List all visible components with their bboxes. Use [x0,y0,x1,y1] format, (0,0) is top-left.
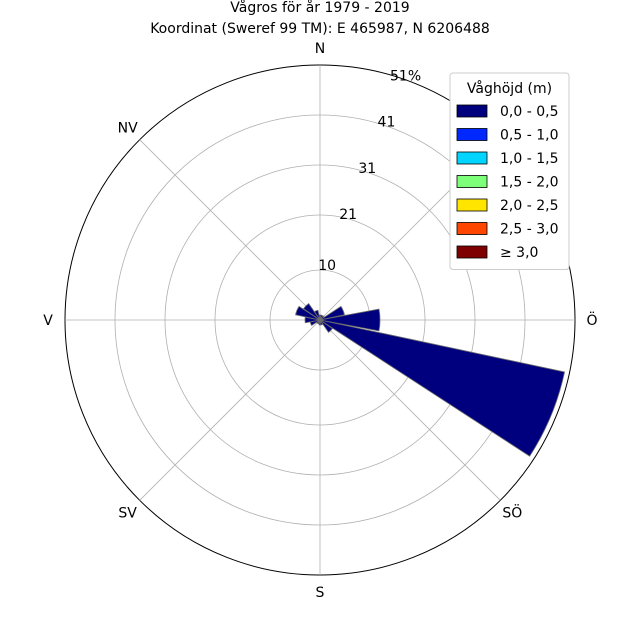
legend-entry: 0,5 - 1,0 [500,128,558,144]
ring-label: 21 [339,207,357,223]
ring-label: 41 [378,115,396,131]
rose-petal [302,302,321,321]
legend-swatch [456,151,488,165]
legend-swatch [456,222,488,235]
direction-label: NV [118,121,138,137]
rose-petal [314,309,321,321]
direction-label: V [43,313,53,329]
ring-label: 51% [390,68,421,84]
legend-entry: 2,0 - 2,5 [500,198,558,214]
legend-entry: 0,0 - 0,5 [500,104,558,120]
legend-swatch [456,198,488,212]
grid-spoke [139,139,321,321]
legend-entry: 1,0 - 1,5 [500,151,558,167]
legend-swatch [456,128,488,141]
rose-petal [319,308,381,332]
rose-petals [295,302,566,457]
rose-petal [295,305,321,321]
legend-title: Våghöjd (m) [467,80,552,97]
grid-spoke [139,319,321,501]
legend-swatch [456,104,488,118]
chart-subtitle: Koordinat (Sweref 99 TM): E 465987, N 62… [150,21,490,37]
ring-label: 31 [358,161,376,177]
legend-entry: ≥ 3,0 [500,245,538,261]
legend-swatch [456,245,488,259]
legend-frame [449,72,570,270]
direction-label: SV [118,505,137,521]
direction-label: N [315,41,325,57]
direction-label: S [316,585,325,601]
rose-petal [319,319,333,333]
direction-label: SÖ [502,503,522,521]
polar-grid [64,64,576,576]
legend: Våghöjd (m) 0,0 - 0,5 0,5 - 1,0 1,0 - 1,5 1,… [449,72,570,270]
legend-entry: 1,5 - 2,0 [500,175,558,191]
grid-spoke [319,319,501,501]
legend-entry: 2,5 - 3,0 [500,222,558,238]
axis-labels: NNOÖSÖSSVVNV1021314151% [43,41,597,601]
ring-label: 10 [318,258,336,274]
rose-petal [319,319,566,457]
direction-label: Ö [586,311,597,329]
chart-title: Vågros för år 1979 - 2019 [230,0,409,16]
legend-swatch [456,175,488,188]
rose-petal [319,305,345,321]
